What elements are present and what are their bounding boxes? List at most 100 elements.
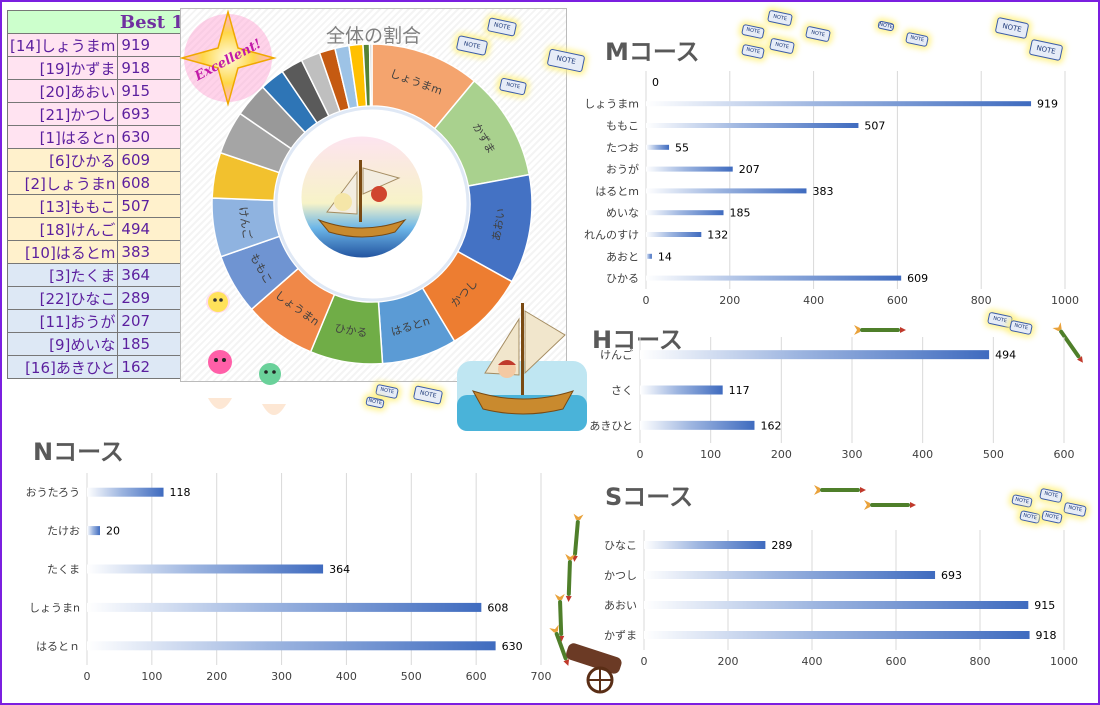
axis-tick-label: 300 xyxy=(271,670,292,683)
best-row-name: [21]かつし xyxy=(6,102,119,126)
axis-tick-label: 1000 xyxy=(1051,294,1079,307)
category-label: たけお xyxy=(47,525,80,538)
data-label: 693 xyxy=(941,569,962,582)
axis-tick-label: 800 xyxy=(971,294,992,307)
bar xyxy=(646,188,807,194)
category-label: ひなこ xyxy=(604,539,637,552)
axis-tick-label: 100 xyxy=(700,448,721,461)
data-label: 383 xyxy=(812,185,833,198)
best-row-name: [16]あきひと xyxy=(6,355,119,379)
category-label: めいな xyxy=(606,207,639,220)
bar xyxy=(646,232,702,237)
axis-tick-label: 200 xyxy=(718,655,739,668)
best-row: [13]ももこ 507 xyxy=(6,194,226,218)
data-label: 118 xyxy=(170,486,191,499)
donut-slice-label: あおい xyxy=(490,207,508,242)
bar xyxy=(87,526,100,536)
chick-characters xyxy=(206,291,286,415)
category-label: かつし xyxy=(604,569,637,582)
data-label: 609 xyxy=(907,272,928,285)
category-label: たくま xyxy=(47,563,80,576)
best-row-name: [1]はるとn xyxy=(6,125,119,149)
m-course-title: Mコース xyxy=(605,38,700,66)
data-label: 132 xyxy=(707,229,728,242)
best-row-name: [10]はるとm xyxy=(6,240,119,264)
bar xyxy=(646,166,733,172)
category-label: おうが xyxy=(606,162,639,176)
axis-tick-label: 600 xyxy=(466,670,487,683)
bar xyxy=(646,123,859,128)
donut-slice xyxy=(368,43,373,107)
axis-tick-label: 400 xyxy=(803,294,824,307)
best-row-name: [22]ひなこ xyxy=(6,286,119,310)
category-label: たつお xyxy=(606,141,639,154)
best-row-name: [14]しょうまm xyxy=(6,33,119,57)
best-row-name: [13]ももこ xyxy=(6,194,119,218)
bar xyxy=(644,541,766,549)
data-label: 20 xyxy=(106,525,120,538)
s-course-chart: 0 200 400 600 800 1000 ひなこ 289 かつし 693 あおい 915 かずま 91… xyxy=(604,530,1078,668)
bar xyxy=(640,350,990,360)
data-label: 289 xyxy=(771,539,792,552)
bar xyxy=(644,601,1029,609)
bar xyxy=(646,101,1032,107)
category-label: けんご xyxy=(600,348,633,362)
category-label: れんのすけ xyxy=(584,229,639,242)
bar xyxy=(646,210,724,216)
category-label: しょうまn xyxy=(29,601,80,614)
bar xyxy=(87,602,482,612)
axis-tick-label: 800 xyxy=(970,655,991,668)
axis-tick-label: 200 xyxy=(206,670,227,683)
data-label: 364 xyxy=(329,563,350,576)
bar xyxy=(644,571,936,579)
axis-tick-label: 200 xyxy=(719,294,740,307)
category-label: あおい xyxy=(604,599,637,612)
bar xyxy=(87,487,164,497)
axis-tick-label: 400 xyxy=(912,448,933,461)
cannon-icon xyxy=(566,643,622,694)
n-course-title: Nコース xyxy=(33,438,124,466)
h-course-chart: 0 100 200 300 400 500 600 けんご 494 さく 117 あきひと 162 xyxy=(589,337,1075,461)
best-row: [21]かつし 693 xyxy=(6,102,226,126)
ship-illustration xyxy=(298,133,426,261)
axis-tick-label: 0 xyxy=(637,448,644,461)
donut-slice-label: けんご xyxy=(236,206,255,241)
axis-tick-label: 600 xyxy=(887,294,908,307)
axis-tick-label: 400 xyxy=(336,670,357,683)
bar xyxy=(646,253,652,259)
category-label: おうたろう xyxy=(26,486,80,499)
axis-tick-label: 0 xyxy=(84,670,91,683)
data-label: 0 xyxy=(652,76,659,89)
best-row-name: [2]しょうまn xyxy=(6,171,119,195)
axis-tick-label: 700 xyxy=(531,670,552,683)
bar xyxy=(646,144,670,150)
data-label: 185 xyxy=(730,207,751,220)
axis-tick-label: 500 xyxy=(401,670,422,683)
category-label: さく xyxy=(611,384,633,397)
bar xyxy=(87,641,496,651)
data-label: 117 xyxy=(729,384,750,397)
category-label: あおと xyxy=(606,250,639,263)
axis-tick-label: 600 xyxy=(1054,448,1075,461)
axis-tick-label: 1000 xyxy=(1050,655,1078,668)
data-label: 919 xyxy=(1037,98,1058,111)
category-label: かずま xyxy=(604,629,637,642)
data-label: 918 xyxy=(1036,629,1057,642)
axis-tick-label: 400 xyxy=(802,655,823,668)
best-row-name: [6]ひかる xyxy=(6,148,119,172)
bar xyxy=(646,275,902,281)
data-label: 14 xyxy=(658,250,672,263)
m-course-chart: 0 200 400 600 800 1000 0 しょうまm 919 ももこ 507 たつお 55 おうが… xyxy=(584,71,1079,307)
axis-tick-label: 0 xyxy=(641,655,648,668)
h-course-title: Hコース xyxy=(592,326,683,354)
best-row-name: [9]めいな xyxy=(6,332,119,356)
data-label: 608 xyxy=(487,601,508,614)
donut-title: 全体の割合 xyxy=(325,25,421,47)
axis-tick-label: 600 xyxy=(886,655,907,668)
bar xyxy=(87,564,324,574)
category-label: しょうまm xyxy=(584,98,639,111)
best-row-name: [20]あおい xyxy=(6,79,119,103)
star-icon xyxy=(179,9,277,107)
s-course-title: Sコース xyxy=(605,483,694,511)
bar xyxy=(640,385,723,395)
